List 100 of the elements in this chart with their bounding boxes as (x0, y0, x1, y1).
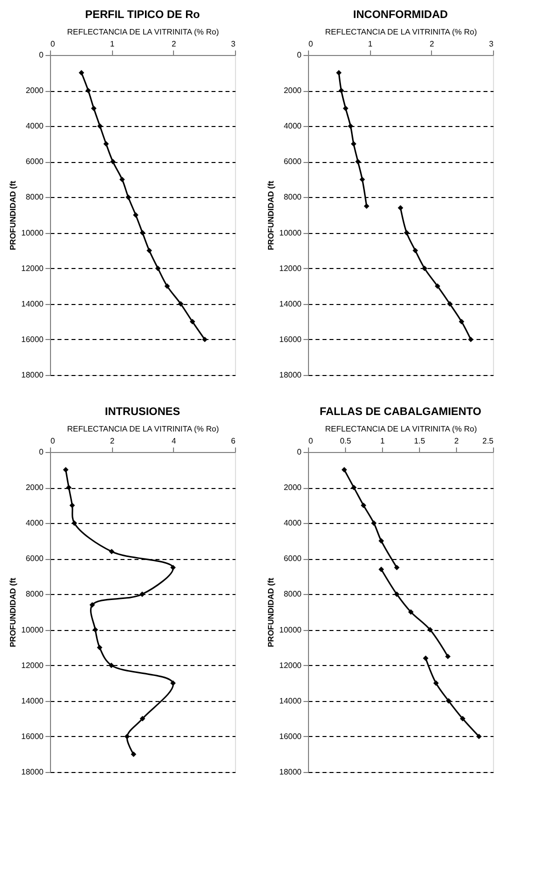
point (422, 266, 428, 272)
point (422, 655, 428, 661)
point (146, 248, 152, 254)
point (91, 106, 97, 112)
point (97, 123, 103, 129)
y-tick-label: 12000 (279, 660, 302, 670)
point (62, 467, 68, 473)
point (434, 283, 440, 289)
y-tick-label: 8000 (26, 192, 44, 202)
chart-title: INCONFORMIDAD (353, 9, 448, 21)
x-tick-label: 0 (50, 40, 56, 48)
y-tick-label: 18000 (279, 370, 302, 380)
y-tick-label: 8000 (26, 590, 44, 599)
y-tick-label: 10000 (279, 228, 302, 238)
point (360, 502, 366, 508)
y-tick-label: 2000 (284, 483, 302, 492)
x-tick-label: 3 (231, 40, 236, 48)
y-tick-label: 6000 (26, 554, 44, 564)
x-tick-label: 3 (489, 40, 494, 48)
point (446, 698, 452, 704)
point (364, 203, 370, 209)
x-tick-label: 2 (430, 40, 435, 48)
y-tick-label: 16000 (21, 334, 44, 344)
y-tick-label: 10000 (21, 625, 44, 634)
point (336, 70, 342, 76)
x-axis-title: REFLECTANCIA DE LA VITRINITA (% Ro) (325, 28, 478, 36)
point (360, 176, 366, 182)
y-tick-label: 2000 (284, 86, 302, 96)
y-tick-label: 14000 (21, 696, 44, 706)
y-tick-label: 16000 (21, 732, 44, 741)
x-tick-label: 6 (231, 436, 236, 446)
point (92, 627, 98, 633)
y-axis-title: PROFUNDIDAD (ft (8, 578, 18, 648)
point (371, 520, 377, 526)
point (108, 548, 114, 554)
x-tick-label: 4 (172, 436, 177, 446)
y-axis-title: PROFUNDIDAD (ft (266, 180, 276, 250)
y-tick-label: 0 (39, 448, 44, 456)
y-tick-label: 0 (39, 50, 44, 60)
point (103, 141, 109, 147)
x-tick-label: 1 (380, 436, 386, 446)
y-tick-label: 4000 (26, 122, 44, 131)
point (355, 158, 361, 164)
y-tick-label: 2000 (26, 86, 44, 96)
x-axis-title: REFLECTANCIA DE LA VITRINITA (% Ro) (67, 28, 220, 36)
point (404, 230, 410, 236)
y-tick-label: 12000 (279, 264, 302, 273)
x-axis-title: REFLECTANCIA DE LA VITRINITA (% Ro) (67, 424, 220, 434)
point (427, 627, 433, 633)
y-tick-label: 18000 (21, 768, 44, 776)
point (447, 301, 453, 307)
point (90, 602, 95, 608)
point (164, 283, 170, 289)
y-tick-label: 4000 (284, 518, 302, 528)
point (126, 194, 132, 200)
point (342, 467, 347, 473)
point (170, 680, 176, 686)
point (378, 566, 384, 572)
x-tick-label: 0 (50, 436, 56, 446)
point (398, 205, 404, 211)
point (96, 644, 102, 650)
point (476, 734, 482, 740)
point (119, 176, 125, 182)
y-tick-label: 6000 (284, 554, 302, 564)
point (433, 680, 439, 686)
y-tick-label: 16000 (279, 732, 302, 741)
x-tick-label: 0.5 (340, 436, 352, 446)
x-tick-label: 2.5 (482, 436, 494, 446)
y-tick-label: 18000 (21, 370, 44, 380)
y-tick-label: 14000 (279, 299, 302, 308)
point (140, 716, 146, 722)
y-tick-label: 0 (297, 50, 302, 60)
point (378, 538, 384, 544)
x-tick-label: 1 (368, 40, 373, 48)
point (124, 734, 130, 740)
point (394, 591, 400, 597)
point (412, 248, 418, 254)
y-tick-label: 6000 (26, 157, 44, 166)
point (178, 301, 184, 307)
y-tick-label: 18000 (279, 768, 302, 776)
point (408, 609, 414, 615)
y-tick-label: 12000 (21, 264, 44, 273)
y-tick-label: 4000 (26, 518, 44, 528)
y-tick-label: 8000 (284, 590, 302, 599)
x-tick-label: 1 (110, 40, 115, 48)
point (110, 158, 116, 164)
x-tick-label: 0 (308, 40, 314, 48)
x-axis-title: REFLECTANCIA DE LA VITRINITA (% Ro) (325, 424, 478, 434)
y-tick-label: 16000 (279, 334, 302, 344)
y-tick-label: 8000 (284, 192, 302, 202)
point (338, 88, 344, 94)
y-axis-title: PROFUNDIDAD (ft (266, 578, 276, 648)
chart-title: INTRUSIONES (104, 406, 180, 418)
x-tick-label: 1.5 (414, 436, 426, 446)
point (85, 88, 91, 94)
point (394, 564, 400, 570)
point (108, 662, 114, 668)
point (139, 591, 145, 597)
point (155, 266, 161, 272)
point (190, 318, 196, 324)
